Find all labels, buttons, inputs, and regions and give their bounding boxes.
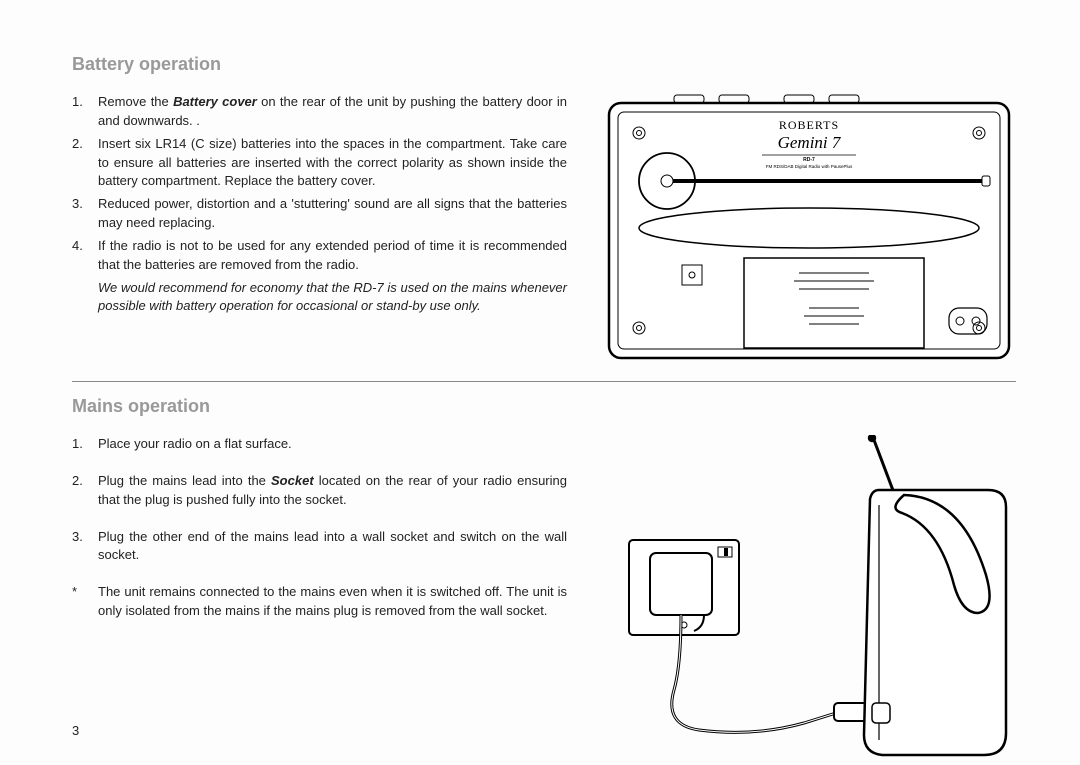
mains-step-2: Plug the mains lead into the Socket loca… bbox=[72, 472, 567, 510]
mains-text: Place your radio on a flat surface. Plug… bbox=[72, 435, 567, 765]
mains-steps: Place your radio on a flat surface. Plug… bbox=[72, 435, 567, 621]
battery-step-2: Insert six LR14 (C size) batteries into … bbox=[72, 135, 567, 192]
battery-heading: Battery operation bbox=[72, 54, 1020, 75]
svg-text:RD-7: RD-7 bbox=[803, 157, 815, 163]
section-divider bbox=[72, 381, 1016, 382]
battery-step-1: Remove the Battery cover on the rear of … bbox=[72, 93, 567, 131]
battery-note: We would recommend for economy that the … bbox=[72, 279, 567, 317]
battery-text: Remove the Battery cover on the rear of … bbox=[72, 93, 567, 363]
page-number: 3 bbox=[72, 723, 79, 738]
mains-step-1: Place your radio on a flat surface. bbox=[72, 435, 567, 454]
battery-step-4: If the radio is not to be used for any e… bbox=[72, 237, 567, 275]
mains-section: Mains operation Place your radio on a fl… bbox=[72, 396, 1020, 765]
battery-steps: Remove the Battery cover on the rear of … bbox=[72, 93, 567, 275]
radio-rear-diagram: ROBERTS Gemini 7 RD-7 FM RDS/DAB Digital… bbox=[597, 93, 1020, 363]
svg-text:FM RDS/DAB Digital Radio with: FM RDS/DAB Digital Radio with PausePlus bbox=[765, 164, 852, 169]
svg-text:Gemini 7: Gemini 7 bbox=[777, 133, 841, 152]
battery-section: Battery operation Remove the Battery cov… bbox=[72, 54, 1020, 363]
mains-step-3: Plug the other end of the mains lead int… bbox=[72, 528, 567, 566]
mains-note: The unit remains connected to the mains … bbox=[72, 583, 567, 621]
mains-heading: Mains operation bbox=[72, 396, 1020, 417]
battery-step-3: Reduced power, distortion and a 'stutter… bbox=[72, 195, 567, 233]
mains-diagram bbox=[597, 435, 1020, 765]
svg-text:ROBERTS: ROBERTS bbox=[778, 118, 838, 132]
